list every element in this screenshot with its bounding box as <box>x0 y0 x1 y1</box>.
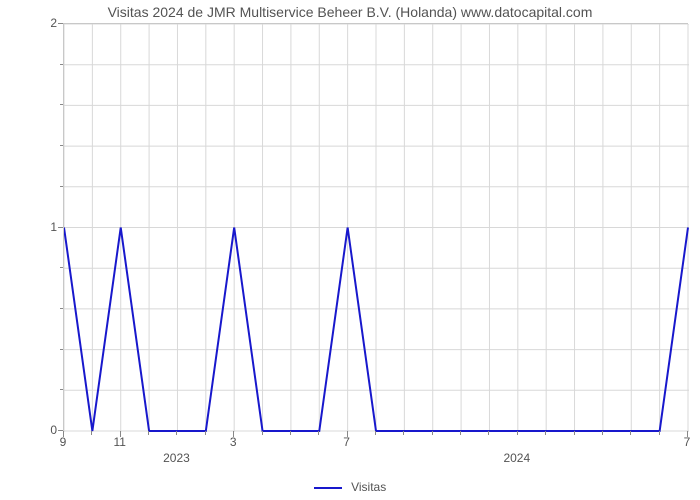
line-chart-svg <box>64 24 689 432</box>
y-minor-tick <box>60 267 63 268</box>
y-minor-tick <box>60 145 63 146</box>
chart-title: Visitas 2024 de JMR Multiservice Beheer … <box>0 4 700 20</box>
legend-label: Visitas <box>351 480 386 494</box>
x-tick <box>545 431 546 435</box>
x-tick <box>517 431 518 435</box>
x-tick <box>91 431 92 435</box>
x-tick <box>488 431 489 435</box>
x-tick <box>120 431 121 437</box>
x-tick <box>176 431 177 435</box>
legend-swatch <box>314 487 342 489</box>
x-tick <box>403 431 404 435</box>
x-tick <box>602 431 603 435</box>
x-tick <box>233 431 234 437</box>
x-year-label: 2023 <box>163 451 190 465</box>
x-tick <box>375 431 376 435</box>
x-tick <box>148 431 149 435</box>
x-tick <box>630 431 631 435</box>
x-tick <box>318 431 319 435</box>
x-tick <box>659 431 660 435</box>
x-tick-label: 7 <box>343 435 350 449</box>
y-tick-label: 0 <box>41 423 57 437</box>
x-tick <box>347 431 348 437</box>
y-minor-tick <box>60 104 63 105</box>
x-tick-label: 7 <box>684 435 691 449</box>
x-tick-label: 11 <box>113 435 125 449</box>
y-minor-tick <box>60 186 63 187</box>
plot-area <box>63 23 688 431</box>
y-minor-tick <box>60 64 63 65</box>
y-tick <box>58 23 63 24</box>
x-tick <box>205 431 206 435</box>
y-tick <box>58 227 63 228</box>
x-tick <box>63 431 64 437</box>
x-year-label: 2024 <box>503 451 530 465</box>
y-minor-tick <box>60 389 63 390</box>
x-tick <box>432 431 433 435</box>
x-tick <box>574 431 575 435</box>
y-minor-tick <box>60 349 63 350</box>
x-tick-label: 9 <box>60 435 67 449</box>
x-tick <box>460 431 461 435</box>
x-tick-label: 3 <box>230 435 237 449</box>
x-tick <box>687 431 688 437</box>
legend: Visitas <box>0 480 700 494</box>
y-tick-label: 1 <box>41 220 57 234</box>
y-minor-tick <box>60 308 63 309</box>
x-tick <box>262 431 263 435</box>
x-tick <box>290 431 291 435</box>
y-tick-label: 2 <box>41 16 57 30</box>
